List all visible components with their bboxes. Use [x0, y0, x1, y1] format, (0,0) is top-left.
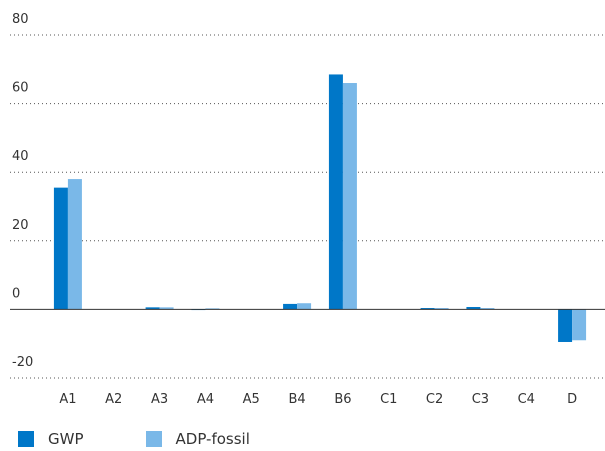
bars: [53, 74, 587, 342]
bar-adp-fossil-b6: [342, 83, 357, 310]
legend-swatch-gwp: [18, 431, 34, 447]
bar-adp-fossil-a3: [159, 307, 174, 310]
x-tick-label: D: [567, 392, 577, 407]
bar-gwp-d: [558, 309, 573, 342]
x-tick-label: A1: [59, 392, 76, 407]
bar-gwp-a1: [53, 187, 68, 310]
bar-gwp-b6: [328, 74, 343, 310]
bar-gwp-b4: [283, 303, 298, 310]
x-tick-label: A3: [151, 392, 168, 407]
legend: GWP ADP-fossil: [18, 430, 312, 448]
bar-adp-fossil-d: [572, 309, 587, 341]
bar-gwp-a3: [145, 307, 160, 310]
y-tick-label: -20: [12, 355, 33, 370]
bar-adp-fossil-a4: [205, 308, 220, 310]
legend-label-adp-fossil: ADP-fossil: [175, 430, 250, 448]
legend-label-gwp: GWP: [48, 430, 84, 448]
y-tick-label: 60: [12, 81, 29, 96]
legend-swatch-adp-fossil: [145, 431, 162, 447]
y-tick-label: 20: [12, 218, 29, 233]
x-tick-label: B6: [334, 392, 351, 407]
x-tick-label: A2: [105, 392, 122, 407]
legend-item-gwp: GWP: [18, 430, 84, 448]
bar-adp-fossil-b4: [297, 303, 312, 310]
y-tick-label: 80: [12, 12, 29, 27]
y-tick-label: 40: [12, 149, 29, 164]
y-axis-ticks: 80 60 40 20 0 -20: [12, 12, 33, 370]
bar-adp-fossil-c3: [480, 308, 495, 310]
x-tick-label: A5: [243, 392, 260, 407]
legend-item-adp-fossil: ADP-fossil: [145, 430, 250, 448]
bar-chart: 80 60 40 20 0 -20 A1 A2 A3 A4 A5 B4 B6 C1 C2 C3 C4 D: [10, 12, 605, 407]
x-tick-label: C3: [472, 392, 489, 407]
bar-adp-fossil-c2: [434, 308, 449, 310]
gridlines: [10, 34, 605, 379]
bar-gwp-c3: [466, 306, 481, 310]
bar-gwp-c2: [420, 308, 435, 310]
x-tick-label: C1: [380, 392, 397, 407]
x-tick-label: C2: [426, 392, 443, 407]
x-tick-label: C4: [518, 392, 535, 407]
bar-adp-fossil-a1: [67, 179, 82, 310]
x-tick-label: B4: [288, 392, 305, 407]
x-tick-label: A4: [197, 392, 214, 407]
x-axis-ticks: A1 A2 A3 A4 A5 B4 B6 C1 C2 C3 C4 D: [59, 392, 577, 407]
y-tick-label: 0: [12, 286, 20, 301]
